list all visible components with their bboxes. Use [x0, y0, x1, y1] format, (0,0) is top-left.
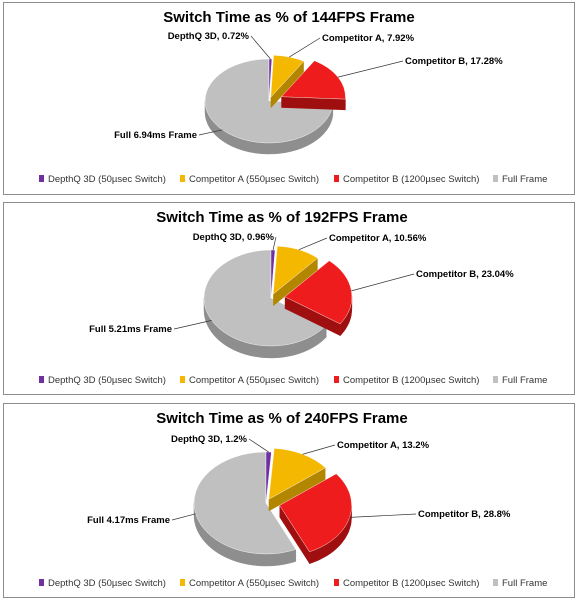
leader-line [349, 513, 417, 518]
chart-title: Switch Time as % of 240FPS Frame [156, 410, 407, 427]
leader-line [289, 37, 321, 58]
data-label-competitor-a-550-sec-switch: Competitor A, 13.2% [337, 440, 430, 451]
data-label-competitor-a-550-sec-switch: Competitor A, 7.92% [322, 33, 415, 44]
legend-label: Competitor B (1200µsec Switch) [343, 578, 479, 589]
data-label-full-frame: Full 4.17ms Frame [87, 515, 170, 526]
leader-line [302, 444, 336, 455]
legend-item-competitor-a-550-sec-switch: Competitor A (550µsec Switch) [180, 174, 319, 185]
legend-item-competitor-b-1200-sec-switch: Competitor B (1200µsec Switch) [334, 578, 479, 589]
legend-label: DepthQ 3D (50µsec Switch) [48, 174, 166, 185]
legend-item-competitor-a-550-sec-switch: Competitor A (550µsec Switch) [180, 578, 319, 589]
leader-line [337, 60, 404, 78]
legend-item-full-frame: Full Frame [493, 578, 547, 589]
legend-item-depthq-3d-50-sec-switch: DepthQ 3D (50µsec Switch) [39, 174, 166, 185]
legend-label: Competitor A (550µsec Switch) [189, 174, 319, 185]
pie-slice-competitor-b-1200-sec-switch [280, 60, 346, 111]
data-label-full-frame: Full 5.21ms Frame [89, 324, 172, 335]
legend-label: Competitor A (550µsec Switch) [189, 578, 319, 589]
pie-slice-competitor-a-550-sec-switch [273, 245, 319, 307]
legend-label: Full Frame [502, 174, 547, 185]
legend-swatch [180, 376, 185, 383]
legend-label: DepthQ 3D (50µsec Switch) [48, 578, 166, 589]
legend-item-competitor-b-1200-sec-switch: Competitor B (1200µsec Switch) [334, 375, 479, 386]
leader-line [250, 35, 271, 60]
pie-slice-full-frame [193, 451, 297, 567]
leader-line [351, 273, 415, 292]
leader-line [173, 320, 212, 330]
chart-panel-144fps: Switch Time as % of 144FPS Frame DepthQ … [3, 2, 575, 195]
legend-item-competitor-b-1200-sec-switch: Competitor B (1200µsec Switch) [334, 174, 479, 185]
pie-slice-depthq-3d-50-sec-switch [265, 451, 272, 504]
legend-swatch [493, 376, 498, 383]
legend-label: Full Frame [502, 578, 547, 589]
legend-swatch [334, 579, 339, 586]
legend-label: Competitor A (550µsec Switch) [189, 375, 319, 386]
data-label-competitor-b-1200-sec-switch: Competitor B, 28.8% [418, 509, 511, 520]
chart-title: Switch Time as % of 144FPS Frame [163, 9, 414, 26]
legend-swatch [334, 175, 339, 182]
legend-swatch [39, 175, 44, 182]
legend-item-depthq-3d-50-sec-switch: DepthQ 3D (50µsec Switch) [39, 578, 166, 589]
pie-slice-competitor-b-1200-sec-switch [284, 260, 353, 337]
data-label-depthq-3d-50-sec-switch: DepthQ 3D, 0.96% [193, 232, 275, 243]
legend-swatch [39, 376, 44, 383]
leader-line [272, 236, 277, 251]
legend-label: Competitor B (1200µsec Switch) [343, 174, 479, 185]
pie-slice-competitor-b-1200-sec-switch [279, 473, 352, 565]
leader-line [171, 513, 196, 521]
legend-item-competitor-a-550-sec-switch: Competitor A (550µsec Switch) [180, 375, 319, 386]
legend-swatch [334, 376, 339, 383]
pie-slice-full-frame [203, 249, 327, 359]
data-label-competitor-a-550-sec-switch: Competitor A, 10.56% [329, 233, 427, 244]
chart-title: Switch Time as % of 192FPS Frame [156, 209, 407, 226]
legend-label: Competitor B (1200µsec Switch) [343, 375, 479, 386]
data-label-depthq-3d-50-sec-switch: DepthQ 3D, 0.72% [168, 31, 250, 42]
data-label-depthq-3d-50-sec-switch: DepthQ 3D, 1.2% [171, 434, 248, 445]
chart-panel-240fps: Switch Time as % of 240FPS Frame DepthQ … [3, 403, 575, 598]
leader-line [198, 129, 223, 136]
legend-item-full-frame: Full Frame [493, 174, 547, 185]
legend-swatch [493, 579, 498, 586]
legend-swatch [39, 579, 44, 586]
legend-label: DepthQ 3D (50µsec Switch) [48, 375, 166, 386]
pie-slice-competitor-a-550-sec-switch [270, 55, 305, 109]
legend-swatch [180, 175, 185, 182]
leader-line [298, 237, 328, 250]
legend-label: Full Frame [502, 375, 547, 386]
data-label-full-frame: Full 6.94ms Frame [114, 130, 197, 141]
data-label-competitor-b-1200-sec-switch: Competitor B, 23.04% [416, 269, 514, 280]
pie-chart-240fps: Switch Time as % of 240FPS Frame DepthQ … [39, 410, 547, 589]
pie-slice-competitor-a-550-sec-switch [268, 448, 326, 512]
legend-item-full-frame: Full Frame [493, 375, 547, 386]
pie-chart-144fps: Switch Time as % of 144FPS Frame DepthQ … [39, 9, 547, 185]
legend-swatch [493, 175, 498, 182]
legend-item-depthq-3d-50-sec-switch: DepthQ 3D (50µsec Switch) [39, 375, 166, 386]
pie-chart-192fps: Switch Time as % of 192FPS Frame DepthQ … [39, 209, 547, 386]
leader-line [248, 438, 269, 453]
legend-swatch [180, 579, 185, 586]
chart-panel-192fps: Switch Time as % of 192FPS Frame DepthQ … [3, 202, 575, 395]
data-label-competitor-b-1200-sec-switch: Competitor B, 17.28% [405, 56, 503, 67]
